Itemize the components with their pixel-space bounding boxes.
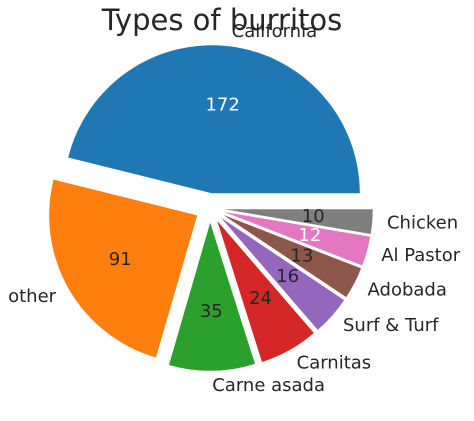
- value-label-other: 91: [109, 249, 132, 270]
- pie-slice-chicken: [224, 209, 373, 235]
- pie-slice-carnitas: [217, 220, 314, 362]
- pie-slice-surf-and-turf: [221, 217, 345, 330]
- category-label-al-pastor: Al Pastor: [381, 245, 461, 266]
- value-label-california: 172: [205, 95, 239, 116]
- value-label-adobada: 13: [290, 245, 313, 266]
- pie-slice-california: [68, 45, 360, 194]
- category-label-adobada: Adobada: [368, 280, 447, 301]
- category-label-carnitas: Carnitas: [297, 353, 372, 374]
- category-label-surf-and-turf: Surf & Turf: [343, 315, 439, 336]
- category-label-california: California: [232, 21, 317, 42]
- category-label-other: other: [8, 286, 57, 307]
- pie-slice-carne-asada: [168, 222, 255, 371]
- category-label-chicken: Chicken: [387, 212, 458, 233]
- value-label-carnitas: 24: [249, 288, 272, 309]
- pie-slice-adobada: [223, 214, 362, 298]
- chart-title: Types of burritos: [101, 3, 343, 37]
- value-label-surf-and-turf: 16: [276, 266, 299, 287]
- value-label-al-pastor: 12: [298, 225, 321, 246]
- pie-slices: [49, 45, 373, 371]
- pie-slice-other: [49, 179, 198, 358]
- value-label-carne-asada: 35: [200, 301, 223, 322]
- pie-slice-al-pastor: [224, 211, 371, 266]
- category-label-carne-asada: Carne asada: [212, 375, 325, 396]
- value-label-chicken: 10: [302, 206, 325, 227]
